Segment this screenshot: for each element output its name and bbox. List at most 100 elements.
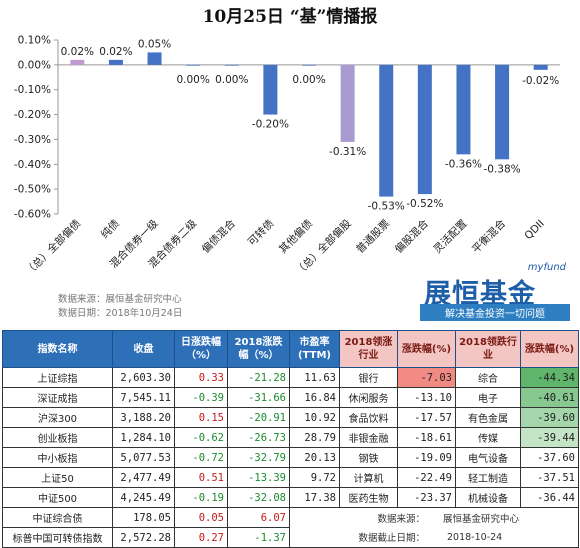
cell-ytd: -32.79 [227,447,290,468]
cell-up_pct: -7.03 [397,367,456,388]
cell-up_pct: -23.37 [397,487,456,508]
chart-title: 10月25日 “基”情播报 [202,7,378,27]
cell-name: 创业板指 [2,427,113,448]
x-tick-label: （总）全部偏债 [22,217,83,278]
y-tick-label: -0.10% [14,84,51,96]
col-header: 2018领涨行业 [339,330,398,368]
bar [186,64,201,66]
data-label: -0.02% [522,75,559,87]
cell-day: -0.19 [174,487,228,508]
cell-down_ind: 有色金属 [455,407,521,428]
source-line: 数据来源：展恒基金研究中心 [58,294,182,305]
cell-close: 2,572.28 [112,527,175,548]
data-label: -0.31% [329,146,366,158]
cell-ytd: -21.28 [227,367,290,388]
table-row: 中小板指 5,077.53 -0.72 -32.79 20.13 钢铁 -19.09 电气设备… [2,447,579,468]
cell-ytd: -20.91 [227,407,290,428]
y-tick-label: -0.20% [14,109,51,121]
bar [108,59,123,65]
bar [340,64,355,142]
bar [495,64,510,160]
cell-down_pct: -36.44 [520,487,579,508]
cell-up_ind: 非银金融 [339,427,398,448]
table-row: 上证50 2,477.49 0.51 -13.39 9.72 计算机 -22.49 轻工制造 -… [2,467,579,488]
bar [147,52,162,65]
table-row: 上证综指 2,603.30 0.33 -21.28 11.63 银行 -7.03 综合 -44.… [2,367,579,388]
col-header: 日涨跌幅（%） [174,330,228,368]
brand-bar [420,304,570,321]
cell-ytd: -13.39 [227,467,290,488]
cell-name: 深证成指 [2,387,113,408]
cell-down_ind: 轻工制造 [455,467,521,488]
footer-source-value: 展恒基金研究中心 [443,514,520,525]
cell-down_pct: -37.51 [520,467,579,488]
cell-pe: 10.92 [289,407,340,428]
cell-day: 0.27 [174,527,228,548]
cell-down_pct: -44.34 [520,367,579,388]
x-tick-label: 灵活配置 [431,218,469,256]
cell-up_pct: -13.10 [397,387,456,408]
table-row: 中证500 4,245.49 -0.19 -32.08 17.38 医药生物 -23.37 机… [2,487,579,508]
cell-ytd: -1.37 [227,527,290,548]
cell-close: 1,284.10 [112,427,175,448]
cell-pe: 11.63 [289,367,340,388]
x-tick-label: 偏股混合 [392,217,431,256]
cell-pe: 16.84 [289,387,340,408]
cell-ytd: -32.08 [227,487,290,508]
y-tick-label: -0.40% [14,159,51,171]
cell-down_pct: -37.60 [520,447,579,468]
data-label: -0.20% [252,119,289,131]
y-tick-label: -0.60% [14,209,51,221]
cell-close: 2,477.49 [112,467,175,488]
cell-up_ind: 食品饮料 [339,407,398,428]
bar [533,64,548,70]
cell-down_pct: -39.44 [520,427,579,448]
x-tick-label: 其他偏债 [276,217,315,256]
cell-name: 上证50 [2,467,113,488]
table-body: 上证综指 2,603.30 0.33 -21.28 11.63 银行 -7.03 综合 -44.… [2,367,579,548]
cell-down_ind: 电气设备 [455,447,521,468]
cell-name: 沪深300 [2,407,113,428]
col-header: 涨跌幅(%) [397,330,456,368]
cell-day: 0.15 [174,407,228,428]
data-label: -0.53% [368,201,405,213]
cell-day: -0.72 [174,447,228,468]
cell-up_ind: 休闲服务 [339,387,398,408]
cell-name: 中小板指 [2,447,113,468]
cell-day: 0.33 [174,367,228,388]
bar [263,64,278,115]
col-header: 涨跌幅(%) [520,330,579,368]
cell-down_ind: 传媒 [455,427,521,448]
footer-note: 数据来源： 展恒基金研究中心 数据截止日期： 2018-10-24 [289,507,579,548]
cell-up_pct: -22.49 [397,467,456,488]
data-label: 0.02% [99,46,132,58]
cell-pe: 17.38 [289,487,340,508]
footer-source-label: 数据来源： [377,514,425,525]
cell-down_ind: 综合 [455,367,521,388]
cell-day: 0.51 [174,467,228,488]
cell-down_pct: -39.60 [520,407,579,428]
cell-ytd: -31.66 [227,387,290,408]
cell-close: 3,188.20 [112,407,175,428]
data-label: 0.00% [292,74,325,86]
bar [417,64,432,195]
footer-date: 数据截止日期： 2018-10-24 [291,528,578,547]
bar [302,64,316,66]
y-tick-label: -0.50% [14,184,51,196]
date-line: 数据日期：2018年10月24日 [58,308,183,319]
cell-name: 中证500 [2,487,113,508]
col-header: 2018涨跌幅（%） [227,330,290,368]
cell-up_ind: 计算机 [339,467,398,488]
x-tick-label: 平衡混合 [469,217,508,256]
brand-logo: myfund 展恒基金 解决基金投资一切问题 [420,262,572,324]
bar [224,64,239,66]
footer-date-label: 数据截止日期： [358,533,425,544]
cell-up_pct: -17.57 [397,407,456,428]
brand-en: myfund [527,262,566,273]
table-header-row: 指数名称 收盘 日涨跌幅（%） 2018涨跌幅（%） 市盈率(TTM) 2018… [2,330,579,368]
index-table: 指数名称 收盘 日涨跌幅（%） 2018涨跌幅（%） 市盈率(TTM) 2018… [2,330,579,548]
table-row: 沪深300 3,188.20 0.15 -20.91 10.92 食品饮料 -17.57 有色… [2,407,579,428]
bar [379,64,394,197]
x-tick-label: 纯债 [98,217,122,241]
bar-chart: 0.10% 0.00% -0.10% -0.20% -0.30% -0.40% -0.50%… [14,35,560,278]
